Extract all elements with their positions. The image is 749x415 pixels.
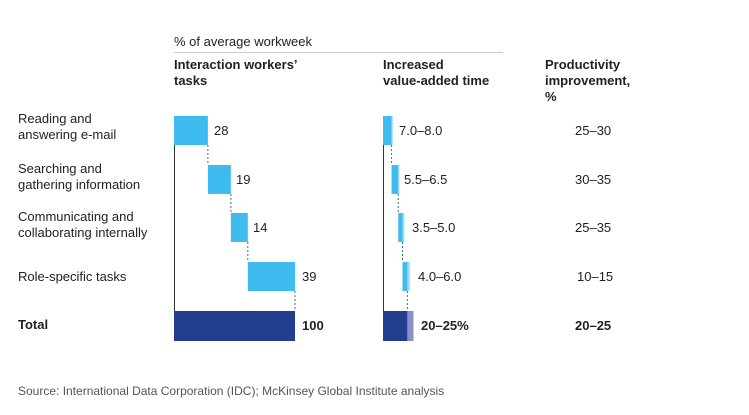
value-added-range-communicating — [402, 213, 405, 242]
task-bar-role-specific — [247, 262, 295, 291]
source-note: Source: International Data Corporation (… — [18, 384, 445, 398]
value-added-bar-total — [383, 311, 408, 341]
task-bar-total — [174, 311, 295, 341]
productivity-role-specific: 10–15 — [577, 269, 614, 284]
row-label-searching: Searching and gathering information — [18, 161, 141, 192]
value-added-searching: 5.5–6.5 — [404, 172, 448, 187]
task-bar-email — [174, 116, 208, 145]
value-added-range-role-specific — [407, 262, 410, 291]
row-label-communicating: Communicating and collaborating internal… — [18, 209, 148, 240]
row-label-role-specific: Role-specific tasks — [18, 269, 127, 284]
value-added-total: 20–25% — [421, 318, 469, 333]
task-bar-searching — [207, 165, 231, 194]
productivity-searching: 30–35 — [575, 172, 612, 187]
super-header: % of average workweek — [174, 34, 313, 49]
value-added-bar-searching — [391, 165, 399, 194]
value-added-bar-communicating — [398, 213, 403, 242]
task-value-total: 100 — [302, 318, 324, 333]
value-added-role-specific: 4.0–6.0 — [418, 269, 462, 284]
productivity-column-header: Productivity improvement, % — [545, 57, 631, 104]
task-value-role-specific: 39 — [302, 269, 317, 284]
row-label-total: Total — [18, 317, 49, 332]
task-bar-communicating — [230, 213, 248, 242]
task-value-searching: 19 — [236, 172, 251, 187]
task-value-communicating: 14 — [253, 220, 268, 235]
value-added-range-email — [391, 116, 393, 145]
productivity-email: 25–30 — [575, 123, 612, 138]
value-added-email: 7.0–8.0 — [399, 123, 443, 138]
productivity-total: 20–25 — [575, 318, 612, 333]
value-added-bar-email — [383, 116, 392, 145]
value-added-range-total — [407, 311, 414, 341]
tasks-column-header: Interaction workers’ tasks — [174, 57, 298, 88]
productivity-communicating: 25–35 — [575, 220, 612, 235]
value-added-range-searching — [398, 165, 400, 194]
value-added-column-header: Increased value-added time — [383, 57, 490, 88]
value-added-bar-role-specific — [402, 262, 408, 291]
value-added-communicating: 3.5–5.0 — [412, 220, 456, 235]
task-value-email: 28 — [214, 123, 229, 138]
row-label-email: Reading and answering e-mail — [18, 111, 117, 142]
